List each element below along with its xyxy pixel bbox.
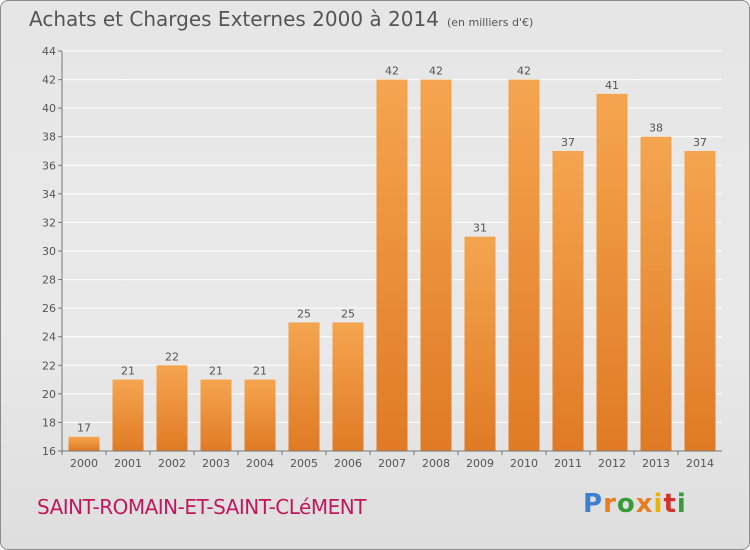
- bar-value-label: 25: [297, 307, 311, 320]
- bar-value-label: 42: [429, 65, 443, 78]
- bar-value-label: 42: [385, 65, 399, 78]
- y-tick-label: 42: [42, 74, 56, 87]
- bar-value-label: 31: [473, 222, 487, 235]
- bar: [332, 322, 364, 451]
- y-tick-label: 36: [42, 159, 56, 172]
- bar-value-label: 25: [341, 307, 355, 320]
- x-tick-label: 2001: [114, 457, 142, 470]
- bar-value-label: 42: [517, 65, 531, 78]
- y-tick-label: 20: [42, 388, 56, 401]
- y-tick-label: 44: [42, 45, 56, 58]
- x-tick-label: 2010: [510, 457, 538, 470]
- bar-value-label: 21: [121, 365, 135, 378]
- bar-value-label: 17: [77, 422, 91, 435]
- chart-title: Achats et Charges Externes 2000 à 2014 (e…: [29, 7, 533, 31]
- bar-value-label: 37: [693, 136, 707, 149]
- x-tick-label: 2009: [466, 457, 494, 470]
- x-tick-label: 2005: [290, 457, 318, 470]
- title-text: Achats et Charges Externes 2000 à 2014: [29, 7, 439, 31]
- y-tick-label: 38: [42, 131, 56, 144]
- y-tick-label: 22: [42, 359, 56, 372]
- bar: [200, 379, 232, 451]
- bar-value-label: 21: [209, 365, 223, 378]
- y-tick-label: 16: [42, 445, 56, 458]
- y-tick-label: 34: [42, 188, 56, 201]
- bar: [552, 151, 584, 451]
- y-tick-label: 40: [42, 102, 56, 115]
- bar-value-label: 37: [561, 136, 575, 149]
- bar: [112, 379, 144, 451]
- bar-value-label: 41: [605, 79, 619, 92]
- x-tick-label: 2007: [378, 457, 406, 470]
- bar: [244, 379, 276, 451]
- bar: [508, 79, 540, 452]
- bar: [420, 79, 452, 452]
- y-tick-label: 32: [42, 216, 56, 229]
- bar: [156, 365, 188, 451]
- y-tick-label: 30: [42, 245, 56, 258]
- x-tick-label: 2000: [70, 457, 98, 470]
- bar: [464, 236, 496, 451]
- bar: [596, 93, 628, 451]
- bar: [376, 79, 408, 452]
- bar-value-label: 21: [253, 365, 267, 378]
- x-tick-label: 2014: [686, 457, 714, 470]
- commune-name: SAINT-ROMAIN-ET-SAINT-CLéMENT: [37, 495, 366, 519]
- proxiti-logo: Proxiti: [583, 489, 687, 519]
- y-tick-label: 26: [42, 302, 56, 315]
- x-tick-label: 2011: [554, 457, 582, 470]
- y-tick-label: 24: [42, 331, 56, 344]
- x-tick-label: 2002: [158, 457, 186, 470]
- x-tick-label: 2006: [334, 457, 362, 470]
- x-tick-label: 2003: [202, 457, 230, 470]
- x-tick-label: 2013: [642, 457, 670, 470]
- bar: [288, 322, 320, 451]
- bar-value-label: 22: [165, 350, 179, 363]
- bar-value-label: 38: [649, 122, 663, 135]
- x-tick-label: 2008: [422, 457, 450, 470]
- y-tick-label: 28: [42, 274, 56, 287]
- bar: [68, 436, 100, 451]
- y-tick-label: 18: [42, 416, 56, 429]
- x-tick-label: 2004: [246, 457, 274, 470]
- bar: [640, 136, 672, 451]
- unit-label: (en milliers d'€): [446, 16, 534, 29]
- x-tick-label: 2012: [598, 457, 626, 470]
- bar: [684, 151, 716, 451]
